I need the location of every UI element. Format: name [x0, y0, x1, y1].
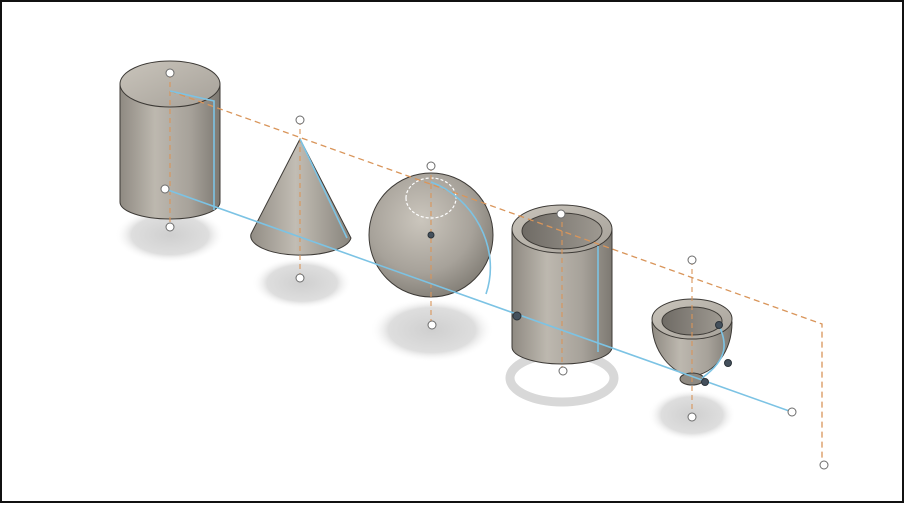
construction-end-handle[interactable]: [819, 460, 829, 470]
sketch-vertices[interactable]: [427, 231, 732, 386]
tube-top-handle[interactable]: [556, 209, 566, 219]
sphere-shadow: [370, 298, 494, 362]
cone-top-handle[interactable]: [295, 115, 305, 125]
cone-shadow: [252, 257, 352, 309]
cylinder-bottom-handle[interactable]: [165, 222, 175, 232]
bowl-profile-point-3[interactable]: [701, 378, 709, 386]
cylinder-top-handle[interactable]: [165, 68, 175, 78]
path-intersection-point[interactable]: [512, 311, 522, 321]
construction-axes: [169, 73, 693, 417]
tube-bottom-handle[interactable]: [558, 366, 568, 376]
sphere-top-handle[interactable]: [426, 161, 436, 171]
ground-shadows: [115, 207, 736, 441]
bowl-bottom-handle[interactable]: [687, 412, 697, 422]
control-handles[interactable]: [160, 68, 829, 470]
construction-path[interactable]: [169, 90, 823, 465]
cone-bottom-handle[interactable]: [295, 273, 305, 283]
cylinder-shadow: [115, 207, 225, 263]
sketch-end-handle[interactable]: [787, 407, 797, 417]
sphere-center-point[interactable]: [427, 231, 435, 239]
bowl-profile-point-2[interactable]: [724, 359, 732, 367]
bowl-solid[interactable]: [651, 298, 733, 386]
bowl-top-handle[interactable]: [687, 255, 697, 265]
sketch-path[interactable]: [164, 90, 793, 413]
bowl-profile-point-1[interactable]: [715, 321, 723, 329]
sphere-bottom-handle[interactable]: [427, 320, 437, 330]
cone-solid[interactable]: [250, 137, 352, 256]
cylinder-center-handle[interactable]: [160, 184, 170, 194]
cylinder-solid[interactable]: [119, 60, 221, 220]
